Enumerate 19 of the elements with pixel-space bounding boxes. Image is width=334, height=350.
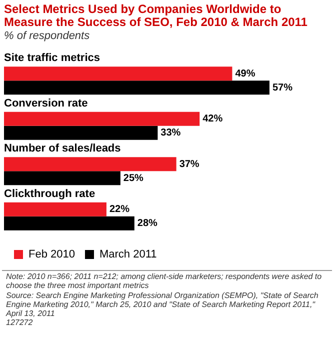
chart-title: Select Metrics Used by Companies Worldwide to Measure the Success of SEO, Feb 2010 & March 2011 [3,1,308,29]
legend-label: Feb 2010 [28,248,75,261]
data-label: 49% [235,68,256,80]
legend-label: March 2011 [99,248,157,261]
data-label: 42% [202,114,223,125]
y-tick-label: Clickthrough rate [4,188,96,200]
y-tick-label: Site traffic metrics [4,52,100,64]
text: 127272 [6,318,34,328]
data-label: 25% [123,172,144,184]
data-label: 57% [272,82,293,94]
source-note: Source: Search Engine Marketing Professional Organization (SEMPO), "State of Search Engine Marketing 2010," March 25, 2010 and "State of Search Marketing Report 2011," April 13, 2011 [6,290,320,318]
y-tick-label: Number of sales/leads [4,142,121,155]
text: Note: 2010 n=366; 2011 n=212; among client-side marketers; respondents were asked to choose the three most important metrics [6,272,323,291]
data-label: 37% [179,158,200,170]
chart-subtitle: % of respondents [3,29,91,42]
data-label: 28% [137,218,158,230]
data-label: 22% [109,204,130,216]
y-tick-label: Conversion rate [4,97,88,110]
data-label: 33% [160,128,181,139]
